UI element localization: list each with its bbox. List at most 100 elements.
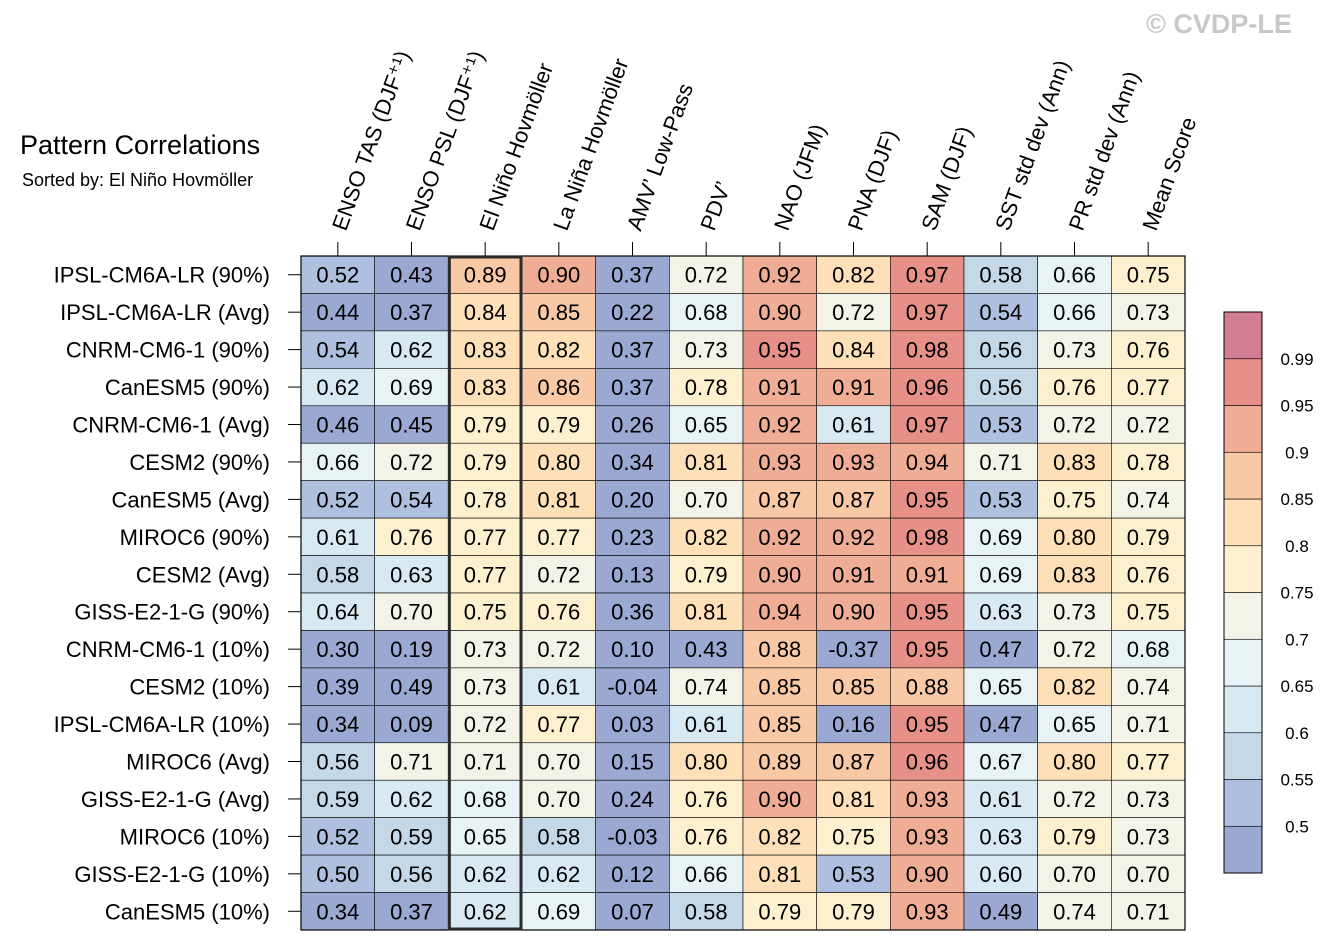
cell-value-label: 0.74: [1127, 487, 1170, 512]
colorbar-tick-label: 0.75: [1280, 584, 1313, 603]
cell-value-label: 0.52: [316, 824, 359, 849]
row-label: GISS-E2-1-G (Avg): [81, 787, 270, 812]
cell-value-label: 0.73: [685, 338, 728, 363]
heatmap-cell: [963, 555, 1038, 594]
heatmap-cell: [374, 293, 449, 332]
heatmap-cell: [890, 892, 965, 931]
cell-value-label: 0.54: [316, 338, 359, 363]
cell-value-label: 0.70: [1127, 862, 1170, 887]
cell-value-label: 0.83: [464, 375, 507, 400]
heatmap-cell: [890, 405, 965, 444]
colorbar-tick-label: 0.5: [1285, 817, 1309, 836]
cell-value-label: 0.70: [1053, 862, 1096, 887]
cell-value-label: 0.73: [1053, 600, 1096, 625]
heatmap-cell: [521, 293, 596, 332]
heatmap-cell: [742, 442, 817, 481]
heatmap-cell: [595, 555, 670, 594]
heatmap-cell: [595, 442, 670, 481]
heatmap-cell: [963, 480, 1038, 519]
cell-value-label: 0.73: [1127, 300, 1170, 325]
row-label: IPSL-CM6A-LR (10%): [54, 712, 270, 737]
cell-value-label: 0.73: [464, 637, 507, 662]
heatmap-cell: [448, 517, 523, 556]
cell-value-label: 0.79: [464, 450, 507, 475]
cell-value-label: 0.58: [979, 263, 1022, 288]
cell-value-label: 0.62: [464, 899, 507, 924]
cell-value-label: 0.71: [979, 450, 1022, 475]
heatmap-cell: [595, 330, 670, 369]
heatmap-cell: [374, 592, 449, 631]
cell-value-label: 0.59: [390, 824, 433, 849]
heatmap-cell: [300, 817, 375, 856]
cell-value-label: 0.69: [390, 375, 433, 400]
heatmap-cell: [521, 442, 596, 481]
cell-value-label: 0.74: [1053, 899, 1096, 924]
heatmap-cell: [669, 442, 744, 481]
heatmap-cell: [669, 892, 744, 931]
cell-value-label: 0.68: [464, 787, 507, 812]
heatmap-cell: [816, 368, 891, 407]
cell-value-label: 0.37: [390, 899, 433, 924]
heatmap-cell: [448, 742, 523, 781]
cell-value-label: 0.12: [611, 862, 654, 887]
cell-value-label: 0.62: [316, 375, 359, 400]
heatmap-cell: [300, 555, 375, 594]
heatmap-cell: [890, 742, 965, 781]
heatmap-cell: [1037, 854, 1112, 893]
column-label: ENSO PSL (DJF⁺¹): [401, 47, 489, 233]
heatmap-cell: [669, 667, 744, 706]
cell-value-label: 0.98: [906, 338, 949, 363]
row-label: CNRM-CM6-1 (90%): [66, 338, 270, 363]
heatmap-cell: [890, 592, 965, 631]
heatmap-cell: [963, 405, 1038, 444]
cell-value-label: 0.72: [537, 562, 580, 587]
heatmap-cell: [448, 592, 523, 631]
heatmap-cell: [669, 592, 744, 631]
cell-value-label: 0.61: [832, 413, 875, 438]
cell-value-label: 0.91: [758, 375, 801, 400]
heatmap-cell: [448, 817, 523, 856]
cell-value-label: 0.86: [537, 375, 580, 400]
heatmap-cell: [963, 368, 1038, 407]
heatmap-cell: [595, 630, 670, 669]
cell-value-label: 0.53: [979, 487, 1022, 512]
cell-value-label: 0.44: [316, 300, 359, 325]
cell-value-label: 0.71: [1127, 899, 1170, 924]
cell-value-label: 0.94: [906, 450, 949, 475]
cell-value-label: 0.49: [979, 899, 1022, 924]
cell-value-label: 0.79: [1053, 824, 1096, 849]
heatmap-cell: [374, 667, 449, 706]
colorbar: 0.5 0.55 0.6 0.65 0.7 0.75 0.8 0.85 0.9 0.95 0.99: [1223, 311, 1314, 874]
heatmap-cell: [374, 705, 449, 744]
cell-value-label: 0.37: [611, 338, 654, 363]
row-label: CESM2 (90%): [129, 450, 270, 475]
heatmap-cell: [963, 667, 1038, 706]
cell-value-label: 0.78: [685, 375, 728, 400]
heatmap-cell: [742, 255, 817, 294]
colorbar-bin: [1223, 825, 1263, 874]
heatmap-cell: [963, 630, 1038, 669]
cell-value-label: 0.74: [1127, 675, 1170, 700]
cell-value-label: 0.72: [832, 300, 875, 325]
column-label: PR std dev (Ann): [1064, 68, 1145, 234]
cell-value-label: 0.75: [464, 600, 507, 625]
heatmap-cell: [816, 480, 891, 519]
heatmap-cell: [963, 892, 1038, 931]
heatmap-cell: [521, 779, 596, 818]
heatmap-cell: [595, 742, 670, 781]
cell-value-label: 0.69: [979, 525, 1022, 550]
heatmap-cell: [890, 854, 965, 893]
heatmap-cell: [1037, 630, 1112, 669]
cell-value-label: 0.95: [906, 600, 949, 625]
cell-value-label: 0.72: [1053, 787, 1096, 812]
column-label: PNA (DJF): [843, 126, 902, 233]
heatmap-cell: [669, 742, 744, 781]
row-label: GISS-E2-1-G (90%): [74, 600, 270, 625]
colorbar-bin: [1223, 498, 1263, 547]
cell-value-label: 0.62: [537, 862, 580, 887]
row-label: MIROC6 (10%): [120, 824, 270, 849]
heatmap-cell: [742, 555, 817, 594]
heatmap-cell: [1111, 854, 1186, 893]
heatmap-cell: [300, 368, 375, 407]
heatmap-cell: [448, 854, 523, 893]
